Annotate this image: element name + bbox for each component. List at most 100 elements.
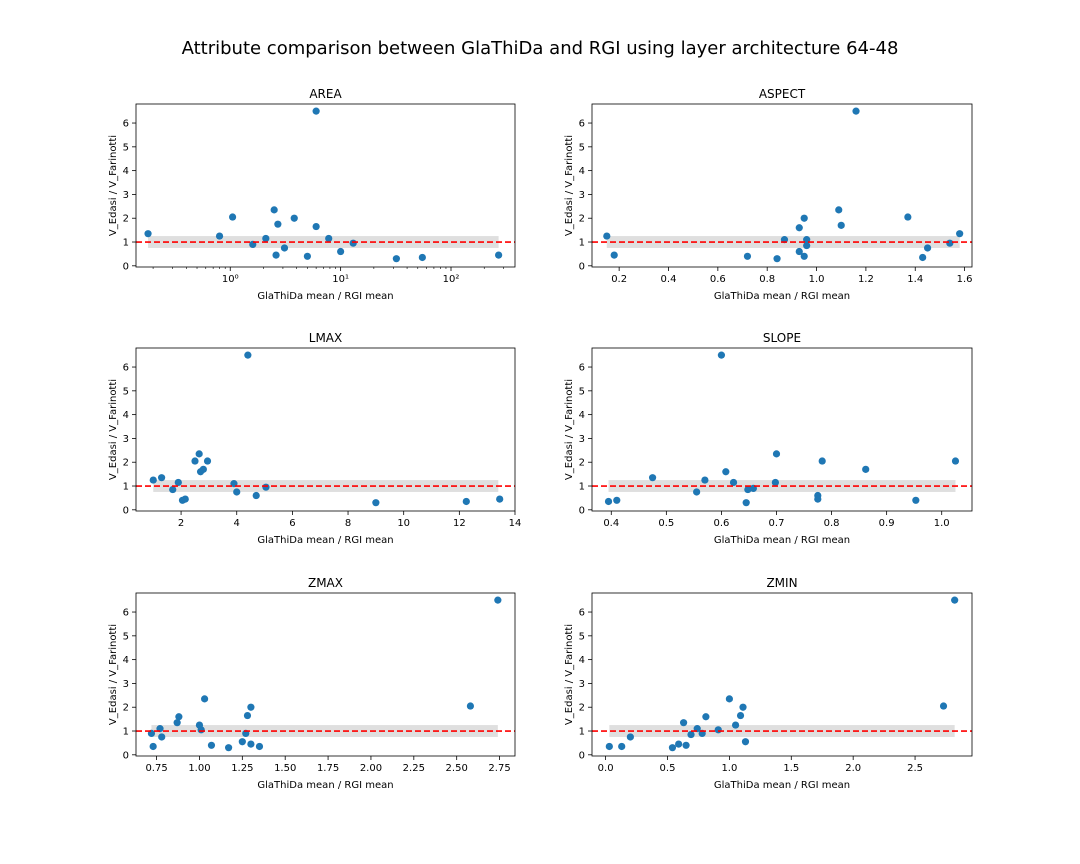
data-point bbox=[818, 457, 826, 465]
data-point bbox=[228, 213, 237, 221]
y-tick-label: 3 bbox=[123, 190, 129, 201]
y-tick-label: 1 bbox=[579, 727, 585, 738]
axes-frame bbox=[135, 103, 516, 268]
axes-frame bbox=[591, 592, 973, 757]
x-tick-label: 1.25 bbox=[231, 763, 253, 774]
data-point bbox=[605, 742, 613, 751]
data-point bbox=[951, 596, 959, 604]
y-tick-label: 6 bbox=[579, 363, 585, 374]
y-tick-label: 3 bbox=[123, 434, 129, 445]
x-tick-label: 0.8 bbox=[759, 274, 775, 285]
data-point bbox=[173, 719, 181, 727]
data-point bbox=[946, 239, 954, 247]
data-point bbox=[725, 695, 733, 703]
data-point bbox=[372, 499, 380, 507]
data-point bbox=[814, 495, 822, 503]
data-point bbox=[956, 230, 964, 238]
data-point bbox=[494, 596, 502, 604]
y-axis-label: V_Edasi / V_Farinotti bbox=[108, 379, 119, 480]
y-tick-label: 2 bbox=[579, 703, 585, 714]
data-point bbox=[272, 251, 280, 259]
x-axis-label: GlaThiDa mean / RGI mean bbox=[714, 535, 850, 546]
x-tick-label: 1.0 bbox=[934, 518, 950, 529]
data-point bbox=[912, 496, 920, 504]
data-point bbox=[303, 252, 311, 260]
data-point bbox=[904, 213, 912, 221]
subplot-aspect: 0.2 0.4 0.6 0.8 1.0 1.2 1.4 1.6 0 1 2 3 4 5 6 ASPECT Gla… bbox=[564, 87, 973, 302]
data-point bbox=[604, 497, 613, 506]
subplot-title: ZMIN bbox=[766, 576, 797, 590]
data-point bbox=[225, 744, 233, 752]
data-point bbox=[174, 478, 182, 487]
data-point bbox=[243, 711, 252, 720]
data-point bbox=[668, 744, 677, 752]
data-point bbox=[603, 232, 611, 240]
data-point bbox=[743, 252, 752, 260]
figure-title: Attribute comparison between GlaThiDa an… bbox=[181, 38, 899, 59]
tolerance-band bbox=[151, 725, 498, 737]
data-point bbox=[702, 713, 710, 721]
data-point bbox=[496, 495, 504, 503]
x-tick-label: 0.9 bbox=[879, 518, 895, 529]
x-tick-label: 2 bbox=[178, 518, 184, 529]
x-tick-label: 2.25 bbox=[403, 763, 425, 774]
data-point bbox=[149, 476, 157, 484]
data-point bbox=[290, 214, 298, 222]
data-point bbox=[280, 244, 289, 252]
y-tick-label: 2 bbox=[123, 703, 129, 714]
x-tick-label: 2.75 bbox=[488, 763, 510, 774]
x-tick-label: 0.6 bbox=[713, 518, 729, 529]
data-point bbox=[626, 733, 634, 741]
data-point bbox=[169, 485, 177, 494]
subplot-title: SLOPE bbox=[763, 331, 801, 345]
y-tick-label: 0 bbox=[123, 505, 129, 516]
y-tick-label: 3 bbox=[123, 679, 129, 690]
data-point bbox=[772, 450, 781, 458]
data-point bbox=[717, 351, 726, 359]
data-point bbox=[800, 252, 808, 260]
data-point bbox=[466, 702, 475, 710]
y-tick-label: 2 bbox=[123, 458, 129, 469]
data-point bbox=[195, 450, 203, 458]
x-tick-label: 10¹ bbox=[332, 274, 349, 285]
x-tick-label: 10 bbox=[397, 518, 410, 529]
data-point bbox=[773, 255, 781, 263]
x-tick-label: 14 bbox=[509, 518, 522, 529]
data-point bbox=[262, 234, 270, 243]
x-tick-label: 10⁰ bbox=[222, 274, 239, 285]
data-point bbox=[175, 713, 183, 721]
y-tick-label: 1 bbox=[123, 727, 129, 738]
y-tick-label: 0 bbox=[579, 505, 585, 516]
x-tick-label: 1.5 bbox=[783, 763, 799, 774]
x-tick-label: 0.5 bbox=[660, 763, 676, 774]
x-tick-label: 2.50 bbox=[446, 763, 468, 774]
data-point bbox=[203, 457, 212, 465]
data-point bbox=[191, 457, 199, 465]
y-tick-label: 2 bbox=[579, 214, 585, 225]
x-tick-label: 8 bbox=[345, 518, 351, 529]
data-point bbox=[701, 476, 709, 484]
subplot-area: 10⁰ 10¹ 10² 0 1 2 3 4 5 6 AREA GlaThiDa mean / RGI … bbox=[108, 87, 516, 302]
data-point bbox=[207, 741, 216, 749]
y-tick-label: 5 bbox=[123, 142, 129, 153]
data-point bbox=[181, 495, 189, 503]
x-tick-label: 1.6 bbox=[957, 274, 973, 285]
y-tick-label: 5 bbox=[579, 386, 585, 397]
y-tick-label: 6 bbox=[123, 363, 129, 374]
data-point bbox=[610, 251, 618, 259]
y-tick-label: 6 bbox=[123, 119, 129, 130]
y-tick-label: 4 bbox=[123, 655, 129, 666]
x-axis-label: GlaThiDa mean / RGI mean bbox=[714, 291, 850, 302]
subplot-title: ZMAX bbox=[308, 576, 343, 590]
data-point bbox=[233, 488, 241, 496]
y-tick-label: 1 bbox=[123, 238, 129, 249]
y-axis-label: V_Edasi / V_Farinotti bbox=[108, 624, 119, 725]
x-tick-label: 0.5 bbox=[658, 518, 674, 529]
data-point bbox=[462, 497, 470, 506]
subplot-zmax: 0.75 1.00 1.25 1.50 1.75 2.00 2.25 2.50 2.75 0 1 2 3… bbox=[108, 576, 516, 791]
x-tick-label: 1.0 bbox=[721, 763, 737, 774]
x-tick-label: 0.6 bbox=[710, 274, 726, 285]
y-axis-label: V_Edasi / V_Farinotti bbox=[108, 135, 119, 236]
data-point bbox=[739, 703, 747, 711]
y-tick-label: 6 bbox=[579, 119, 585, 130]
